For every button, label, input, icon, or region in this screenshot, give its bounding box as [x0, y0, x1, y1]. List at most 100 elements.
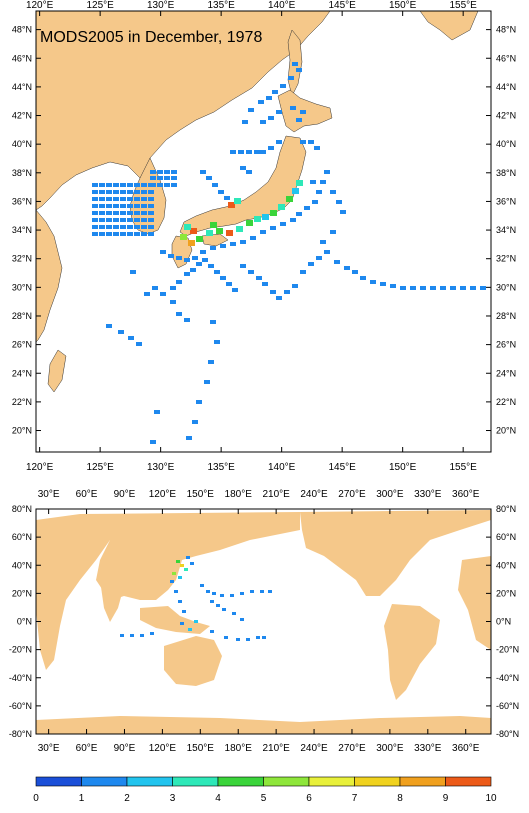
observation-cell	[106, 324, 112, 328]
china-coast	[36, 209, 63, 343]
global-observation-cell	[194, 620, 198, 623]
observation-cell	[120, 211, 126, 215]
observation-cell	[196, 400, 202, 404]
observation-cell	[330, 190, 336, 194]
observation-cell	[390, 284, 396, 288]
observation-cell	[220, 244, 226, 248]
observation-cell	[170, 286, 176, 290]
global-observation-cell	[170, 580, 174, 583]
observation-cell	[204, 380, 210, 384]
global-observation-cell	[120, 634, 124, 637]
observation-cell	[240, 166, 246, 170]
observation-cell	[134, 197, 140, 201]
observation-cell	[324, 250, 330, 254]
south-america	[384, 604, 440, 700]
global-left-lat-label: 0°N	[17, 617, 32, 627]
observation-cell	[286, 196, 293, 202]
right-lat-label: 40°N	[496, 139, 516, 149]
observation-cell	[150, 170, 156, 174]
observation-cell	[344, 266, 350, 270]
global-observation-cell	[190, 562, 194, 565]
colorbar-label: 5	[261, 793, 267, 804]
observation-cell	[316, 190, 322, 194]
observation-cell	[248, 108, 254, 112]
observation-cell	[324, 170, 330, 174]
observation-cell	[148, 204, 154, 208]
observation-cell	[270, 290, 276, 294]
left-lat-label: 36°N	[12, 196, 32, 206]
global-observation-cell	[210, 630, 214, 633]
observation-cell	[106, 204, 112, 208]
observation-cell	[430, 286, 436, 290]
observation-cell	[460, 286, 466, 290]
bottom-lon-label: 145°E	[328, 462, 356, 473]
observation-cell	[276, 110, 282, 114]
maritime-asia	[140, 606, 210, 634]
observation-cell	[310, 180, 316, 184]
observation-cell	[120, 218, 126, 222]
observation-cell	[336, 200, 342, 204]
observation-cell	[202, 258, 208, 262]
observation-cell	[148, 225, 154, 229]
global-bottom-lon-label: 360°E	[452, 743, 480, 754]
global-bottom-lon-label: 120°E	[149, 743, 177, 754]
observation-cell	[130, 270, 136, 274]
global-top-lon-label: 90°E	[114, 489, 136, 500]
observation-cell	[280, 222, 286, 226]
observation-cell	[134, 211, 140, 215]
observation-cell	[99, 225, 105, 229]
observation-cell	[470, 286, 476, 290]
observation-cell	[230, 150, 236, 154]
observation-cell	[152, 286, 158, 290]
observation-cell	[260, 150, 266, 154]
observation-cell	[200, 250, 206, 254]
left-lat-label: 32°N	[12, 254, 32, 264]
global-left-lat-label: -20°N	[9, 645, 32, 655]
bottom-lon-label: 155°E	[449, 462, 477, 473]
observation-cell	[141, 190, 147, 194]
top-lon-label: 140°E	[268, 0, 296, 11]
observation-cell	[127, 204, 133, 208]
observation-cell	[157, 176, 163, 180]
colorbar: 0 1 2 3 4 5 6 7 8 9 10	[33, 776, 497, 804]
global-top-lon-label: 270°E	[338, 489, 366, 500]
global-bottom-lon-label: 90°E	[114, 743, 136, 754]
right-lat-label: 24°N	[496, 368, 516, 378]
global-observation-cell	[222, 608, 226, 611]
observation-cell	[141, 204, 147, 208]
observation-cell	[246, 220, 253, 226]
observation-cell	[410, 286, 416, 290]
observation-cell	[292, 284, 298, 288]
global-observation-cell	[262, 636, 266, 639]
observation-cell	[127, 218, 133, 222]
observation-cell	[212, 183, 218, 187]
global-observation-cell	[250, 590, 254, 593]
observation-cell	[180, 234, 187, 240]
observation-cell	[106, 225, 112, 229]
global-observation-cell	[256, 636, 260, 639]
observation-cell	[450, 286, 456, 290]
observation-cell	[92, 218, 98, 222]
observation-cell	[320, 180, 326, 184]
taiwan	[47, 349, 67, 393]
observation-cell	[113, 218, 119, 222]
global-right-lat-label: -60°N	[496, 701, 519, 711]
top-lon-label: 125°E	[86, 0, 114, 11]
observation-cell	[160, 250, 166, 254]
observation-cell	[210, 222, 217, 228]
global-left-lat-label: 80°N	[12, 504, 32, 514]
observation-cell	[334, 260, 340, 264]
top-lon-label: 145°E	[328, 0, 356, 11]
observation-cell	[242, 120, 248, 124]
observation-cell	[134, 204, 140, 208]
global-observation-cell	[260, 590, 264, 593]
observation-cell	[262, 214, 269, 220]
top-lon-label: 130°E	[147, 0, 175, 11]
observation-cell	[190, 228, 197, 234]
observation-cell	[120, 232, 126, 236]
observation-cell	[150, 440, 156, 444]
left-lat-label: 22°N	[12, 397, 32, 407]
global-right-lat-label: -40°N	[496, 673, 519, 683]
observation-cell	[164, 170, 170, 174]
left-lat-label: 42°N	[12, 111, 32, 121]
